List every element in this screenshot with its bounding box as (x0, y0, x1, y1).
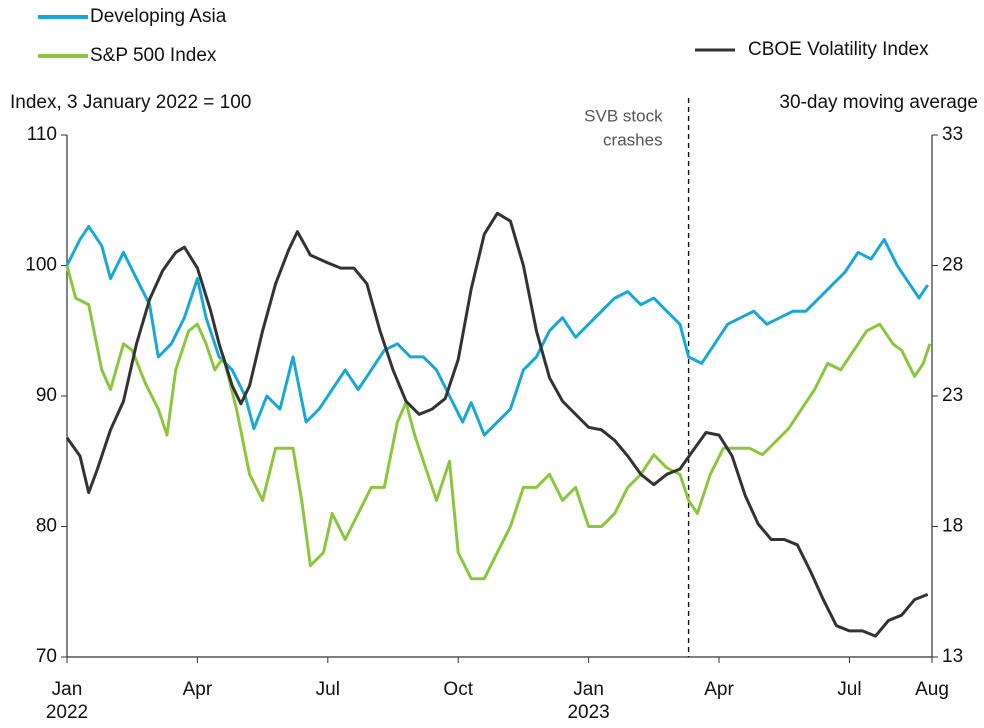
y-tick-label: 90 (36, 385, 57, 406)
x-tick-label: Aug (915, 679, 949, 700)
y2-tick-label: 33 (942, 124, 963, 145)
series-line (65, 224, 929, 437)
x-tick-label: Apr (704, 679, 734, 700)
legend-label: S&P 500 Index (90, 45, 217, 66)
y-axis-label: Index, 3 January 2022 = 100 (10, 92, 251, 113)
y2-tick-label: 18 (942, 516, 963, 537)
annotation-text: SVB stock (584, 106, 663, 125)
series-line (65, 211, 929, 638)
x-year-label: 2022 (46, 702, 88, 723)
x-tick-label: Apr (183, 679, 213, 700)
y2-tick-label: 28 (942, 255, 963, 276)
legend-label: Developing Asia (90, 6, 227, 27)
x-year-label: 2023 (567, 702, 609, 723)
series-line (65, 265, 932, 581)
y2-axis-label: 30-day moving average (779, 92, 978, 113)
x-tick-label: Jul (316, 679, 340, 700)
y-tick-label: 70 (36, 646, 57, 667)
y2-tick-label: 23 (942, 385, 963, 406)
x-tick-label: Jan (52, 679, 83, 700)
y-tick-label: 80 (36, 516, 57, 537)
x-tick-label: Jan (573, 679, 604, 700)
legend-label: CBOE Volatility Index (748, 39, 929, 60)
y-tick-label: 110 (27, 124, 57, 145)
annotation-text: crashes (603, 130, 663, 149)
y-tick-label: 100 (25, 255, 57, 276)
x-tick-label: Oct (443, 679, 473, 700)
y2-tick-label: 13 (942, 646, 963, 667)
x-tick-label: Jul (837, 679, 861, 700)
